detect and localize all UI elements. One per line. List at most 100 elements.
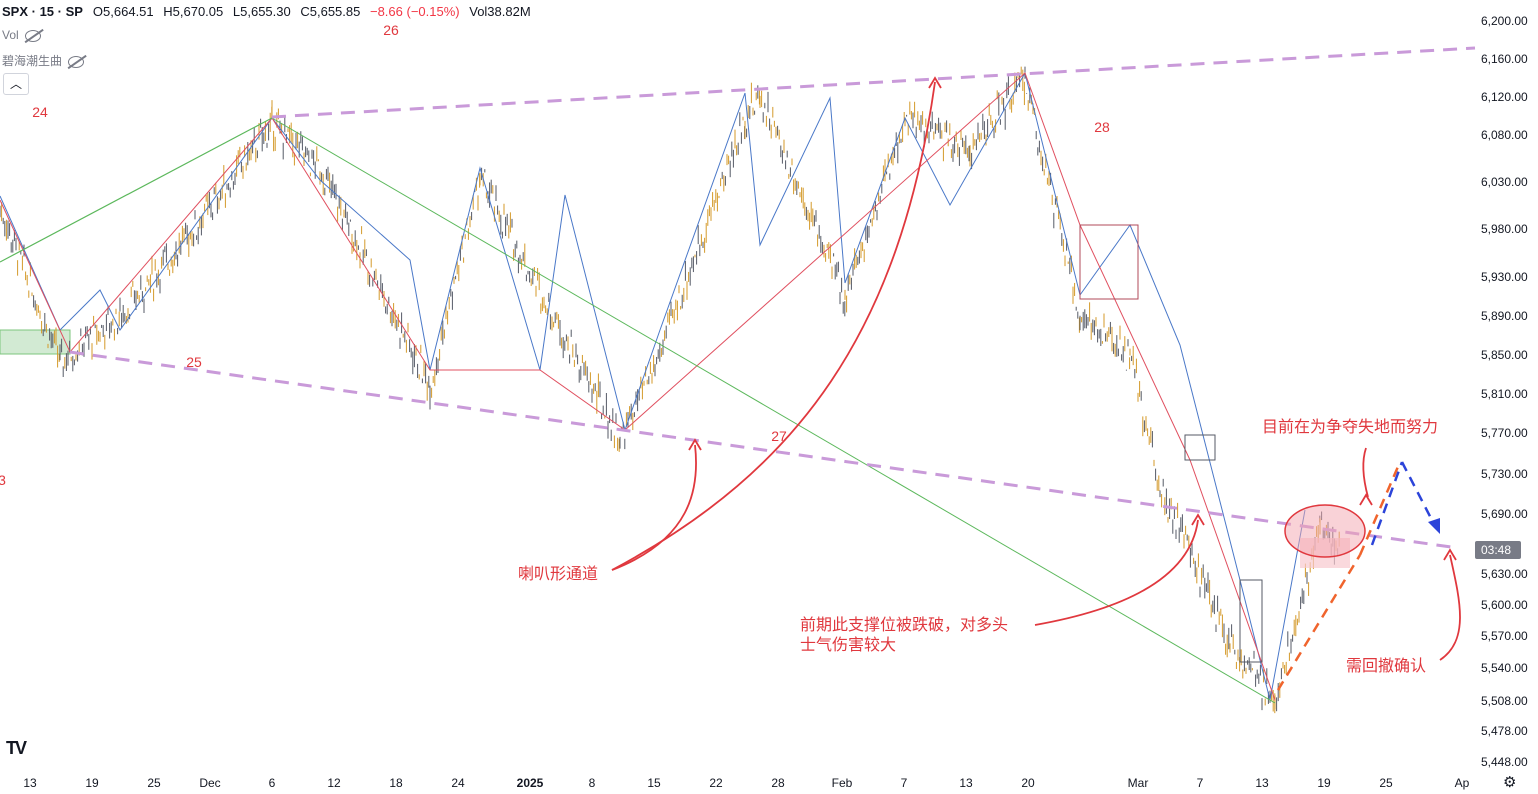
arrowhead <box>1359 493 1373 506</box>
arrowhead <box>688 438 702 451</box>
price-tick-label: 5,770.00 <box>1481 426 1528 440</box>
arrowhead-blue <box>1428 518 1440 534</box>
wave-count-label: 28 <box>1094 119 1110 135</box>
trend-line-green <box>0 117 273 263</box>
price-tick-label: 5,980.00 <box>1481 222 1528 236</box>
price-tick-label: 5,810.00 <box>1481 387 1528 401</box>
channel-upper-line <box>271 46 1476 119</box>
range-box <box>1079 224 1139 300</box>
price-tick-label: 5,478.00 <box>1481 724 1528 738</box>
wave-line-red <box>0 72 1276 701</box>
price-tick-label: 6,160.00 <box>1481 52 1528 66</box>
wave-count-label: 27 <box>771 428 787 444</box>
custom-indicator-row[interactable]: 碧海潮生曲 <box>2 52 85 69</box>
arrowhead <box>1191 513 1205 526</box>
eye-hidden-icon[interactable] <box>24 29 41 42</box>
eye-hidden-icon[interactable] <box>68 55 85 68</box>
price-tick-label: 6,080.00 <box>1481 128 1528 142</box>
time-tick-label: 28 <box>771 776 785 790</box>
tradingview-logo-icon: TV <box>6 738 27 758</box>
annotation-arrow <box>1034 519 1199 626</box>
time-tick-label: Feb <box>832 776 853 790</box>
annotation-support-line1: 前期此支撑位被跌破，对多头 <box>800 616 1008 634</box>
annotation-channel: 喇叭形通道 <box>518 565 598 583</box>
time-tick-label: 22 <box>709 776 723 790</box>
time-tick-label: 7 <box>1197 776 1204 790</box>
low-value: L5,655.30 <box>232 4 291 19</box>
time-tick-label: 7 <box>901 776 908 790</box>
trend-line-green <box>271 117 1276 704</box>
candles-group <box>0 66 1340 714</box>
annotation-current: 目前在为争夺失地而努力 <box>1262 418 1438 436</box>
time-tick-label: 25 <box>147 776 161 790</box>
annotation-arrow <box>611 444 697 571</box>
close-value: C5,655.85 <box>300 4 361 19</box>
time-tick-label: 19 <box>85 776 99 790</box>
price-tick-label: 5,730.00 <box>1481 467 1528 481</box>
price-tick-label: 6,200.00 <box>1481 14 1528 28</box>
time-tick-label: 15 <box>647 776 661 790</box>
open-value: O5,664.51 <box>92 4 154 19</box>
time-tick-label: 13 <box>1255 776 1269 790</box>
indicator-label: 碧海潮生曲 <box>2 54 63 68</box>
range-box <box>1184 434 1216 461</box>
price-tick-label: 5,630.00 <box>1481 567 1528 581</box>
price-tick-label: 5,600.00 <box>1481 598 1528 612</box>
gear-icon[interactable]: ⚙ <box>1503 774 1517 791</box>
time-tick-label: 2025 <box>517 776 544 790</box>
time-tick-label: 13 <box>959 776 973 790</box>
change-value: −8.66 (−0.15%) <box>369 4 460 19</box>
chart-legend: SPX · 15 · SP O5,664.51 H5,670.05 L5,655.… <box>2 4 531 19</box>
annotation-support-line2: 士气伤害较大 <box>800 636 896 654</box>
price-countdown-badge <box>1475 541 1521 559</box>
time-tick-label: 6 <box>269 776 276 790</box>
range-box <box>1239 579 1263 663</box>
vol-indicator-row[interactable]: Vol <box>2 28 41 42</box>
time-tick-label: 20 <box>1021 776 1035 790</box>
price-tick-label: 5,570.00 <box>1481 629 1528 643</box>
symbol-label[interactable]: SPX · 15 · SP <box>2 4 83 19</box>
price-tick-label: 5,448.00 <box>1481 755 1528 769</box>
time-tick-label: 25 <box>1379 776 1393 790</box>
high-value: H5,670.05 <box>163 4 224 19</box>
highlight-ellipse <box>1284 504 1366 558</box>
arrowhead <box>928 76 942 89</box>
price-tick-label: 5,930.00 <box>1481 270 1528 284</box>
time-tick-label: Dec <box>199 776 220 790</box>
time-tick-label: Mar <box>1128 776 1149 790</box>
channel-lower-line <box>69 350 1459 550</box>
price-tick-label: 5,508.00 <box>1481 694 1528 708</box>
annotation-confirm: 需回撤确认 <box>1346 657 1426 675</box>
price-tick-label: 5,890.00 <box>1481 309 1528 323</box>
annotation-arrow <box>1439 554 1461 661</box>
time-tick-label: 24 <box>451 776 465 790</box>
wave-count-label: 26 <box>383 22 399 38</box>
wave-count-label: 24 <box>32 104 48 120</box>
time-tick-label: 8 <box>589 776 596 790</box>
wave-count-label: 25 <box>186 354 202 370</box>
price-tick-label: 5,540.00 <box>1481 661 1528 675</box>
price-tick-label: 5,850.00 <box>1481 348 1528 362</box>
price-tick-label: 6,030.00 <box>1481 175 1528 189</box>
time-tick-label: 12 <box>327 776 341 790</box>
annotation-arrow <box>611 81 936 571</box>
annotation-arrow <box>1362 447 1369 498</box>
volume-value: Vol38.82M <box>469 4 531 19</box>
wave-line-blue <box>0 71 1306 701</box>
support-zone-box <box>0 329 71 355</box>
time-tick-label: 18 <box>389 776 403 790</box>
projection-orange <box>1358 461 1402 556</box>
projection-blue <box>1370 461 1404 546</box>
time-tick-label: 19 <box>1317 776 1331 790</box>
time-tick-label: Ap <box>1455 776 1470 790</box>
countdown-label: 03:48 <box>1481 543 1511 557</box>
vol-label: Vol <box>2 28 19 42</box>
time-tick-label: 13 <box>23 776 37 790</box>
projection-blue <box>1400 461 1438 529</box>
wave-count-label: 3 <box>0 472 6 488</box>
projection-orange <box>1276 554 1362 691</box>
chevron-up-icon[interactable]: ︿ <box>3 73 29 95</box>
price-tick-label: 5,690.00 <box>1481 507 1528 521</box>
arrowhead <box>1443 548 1457 561</box>
